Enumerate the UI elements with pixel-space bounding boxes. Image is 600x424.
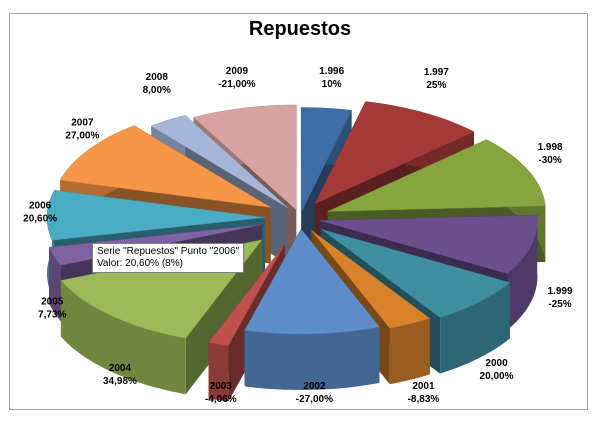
slice-value-2003: -4,06% <box>205 394 237 405</box>
slice-label-2006: 2006 <box>29 200 52 211</box>
slice-label-1.997: 1.997 <box>424 67 449 78</box>
pie-slice-2002 <box>244 228 380 390</box>
slice-label-2002: 2002 <box>303 381 326 392</box>
slice-value-1.997: 25% <box>426 80 446 91</box>
tooltip-value: Valor: 20,60% (8%) <box>97 258 183 269</box>
slice-value-1.999: -25% <box>548 299 571 310</box>
slice-value-2000: 20,00% <box>480 371 514 382</box>
slice-value-2007: 27,00% <box>65 131 99 142</box>
slice-label-1.996: 1.996 <box>319 66 344 77</box>
data-point-tooltip: Serie "Repuestos" Punto "2006" Valor: 20… <box>92 243 245 273</box>
slice-value-1.998: -30% <box>538 155 561 166</box>
slice-label-2007: 2007 <box>71 118 94 129</box>
slice-value-2006: 20,60% <box>23 213 57 224</box>
slice-value-2002: -27,00% <box>296 394 333 405</box>
slice-label-2003: 2003 <box>210 381 233 392</box>
chart-title: Repuestos <box>248 18 352 40</box>
slice-label-2005: 2005 <box>41 297 64 308</box>
slice-value-2005: 7,73% <box>38 310 66 321</box>
slice-value-2008: 8,00% <box>143 85 171 96</box>
slice-value-2001: -8,83% <box>408 394 440 405</box>
slice-label-2000: 2000 <box>485 358 508 369</box>
slice-label-2004: 2004 <box>109 363 132 374</box>
slice-label-2001: 2001 <box>412 381 435 392</box>
slice-label-2009: 2009 <box>226 66 249 77</box>
slice-label-2008: 2008 <box>146 72 169 83</box>
slice-value-2004: 34,98% <box>103 376 137 387</box>
tooltip-series-point: Serie "Repuestos" Punto "2006" <box>97 246 240 257</box>
slice-value-2009: -21,00% <box>218 79 255 90</box>
slice-label-1.999: 1.999 <box>547 286 572 297</box>
slice-label-1.998: 1.998 <box>538 142 563 153</box>
slice-value-1.996: 10% <box>322 79 342 90</box>
